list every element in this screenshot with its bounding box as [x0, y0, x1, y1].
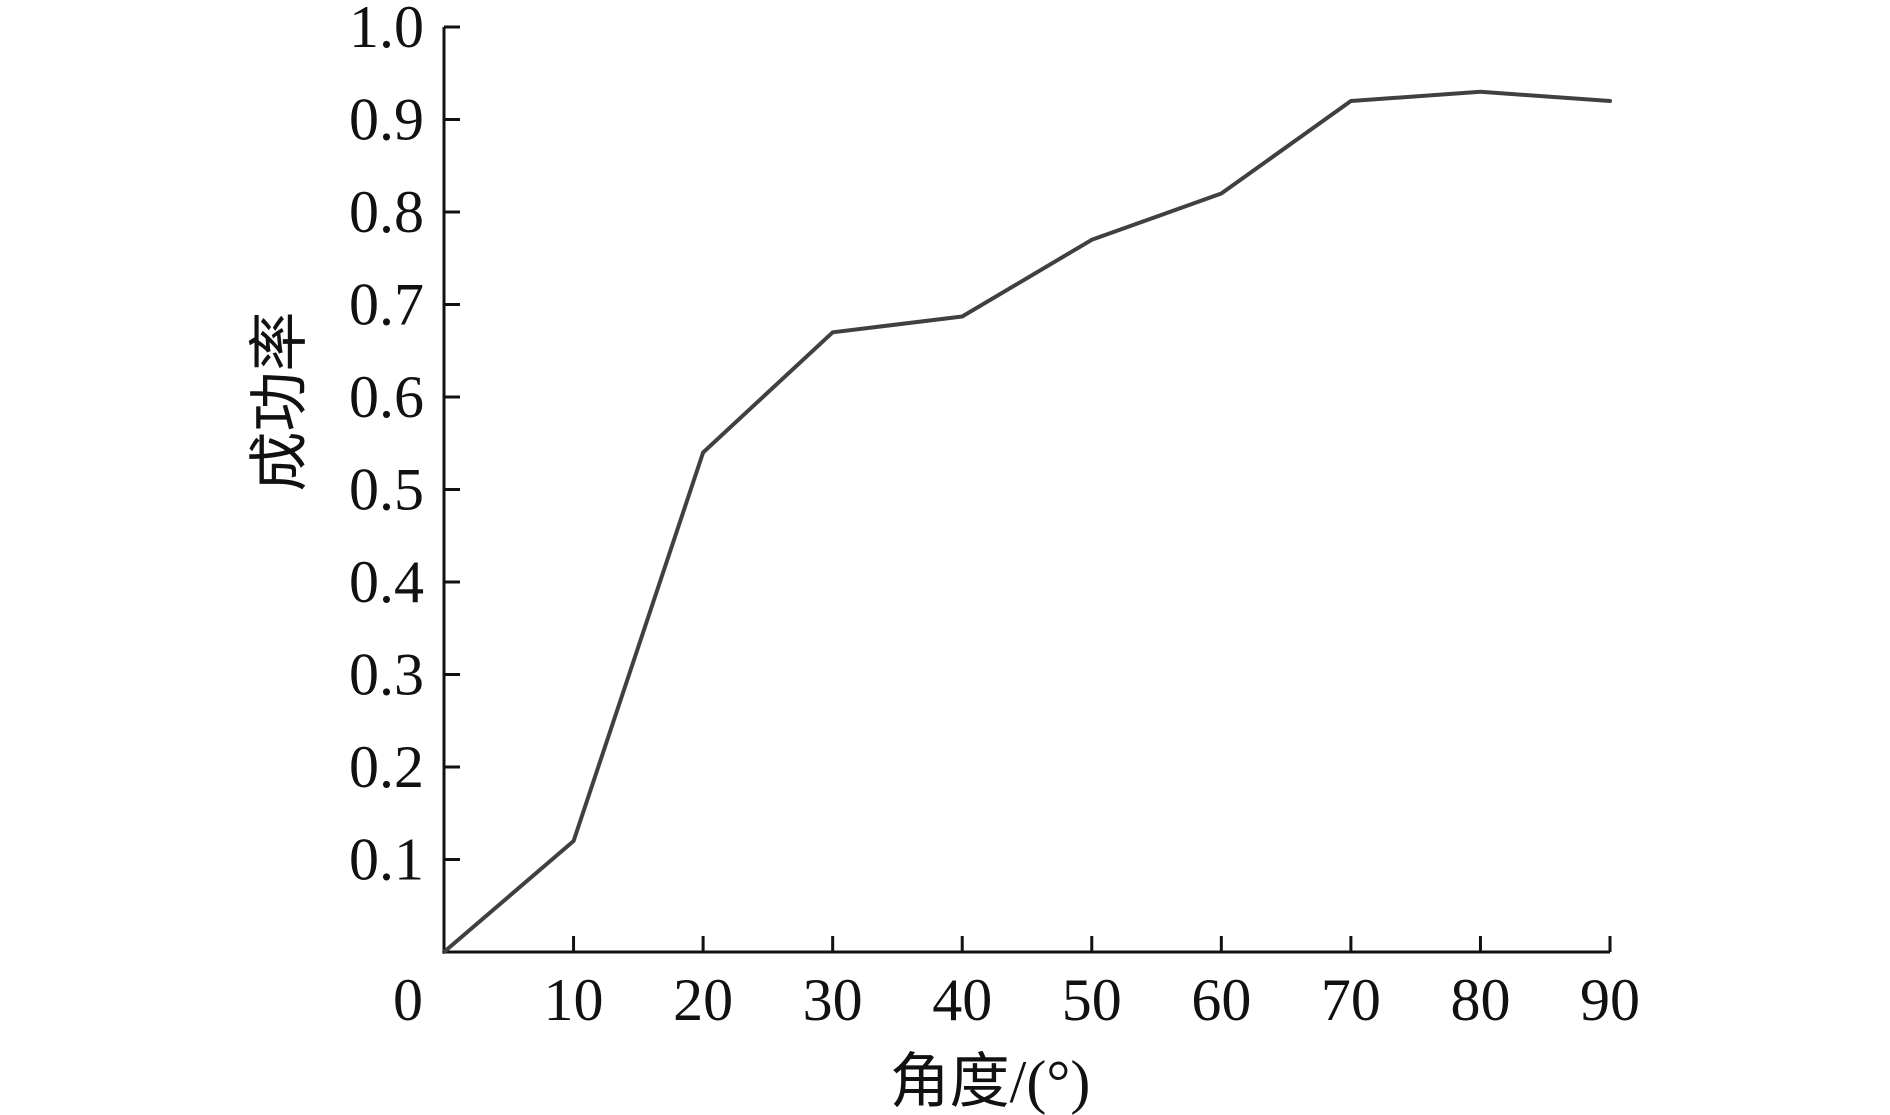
y-tick-label: 0.8 — [349, 179, 424, 245]
x-ticks: 0 10 20 30 40 50 60 70 80 90 — [393, 936, 1640, 1033]
series-line — [442, 89, 1612, 954]
x-tick-label: 90 — [1580, 967, 1640, 1033]
series — [442, 89, 1612, 954]
x-tick-label: 10 — [544, 967, 604, 1033]
x-axis-title: 角度/(°) — [890, 1049, 1091, 1115]
x-tick-label: 60 — [1191, 967, 1251, 1033]
x-tick-label: 0 — [393, 967, 423, 1033]
y-tick-label: 0.6 — [349, 364, 424, 430]
x-tick-label: 70 — [1321, 967, 1381, 1033]
y-tick-label: 0.3 — [349, 642, 424, 708]
x-tick-label: 50 — [1062, 967, 1122, 1033]
y-tick-label: 0.1 — [349, 827, 424, 893]
x-tick-label: 40 — [932, 967, 992, 1033]
y-axis-title: 成功率 — [247, 312, 313, 492]
y-tick-label: 0.9 — [349, 87, 424, 153]
y-tick-label: 1.0 — [349, 0, 424, 60]
y-tick-label: 0.5 — [349, 457, 424, 523]
y-tick-label: 0.2 — [349, 734, 424, 800]
x-tick-label: 30 — [803, 967, 863, 1033]
axes — [442, 27, 1610, 954]
y-ticks: 0.1 0.2 0.3 0.4 0.5 0.6 0.7 0.8 0.9 1.0 — [349, 0, 460, 893]
x-tick-label: 80 — [1450, 967, 1510, 1033]
y-tick-label: 0.4 — [349, 549, 424, 615]
y-tick-label: 0.7 — [349, 272, 424, 338]
x-tick-label: 20 — [673, 967, 733, 1033]
